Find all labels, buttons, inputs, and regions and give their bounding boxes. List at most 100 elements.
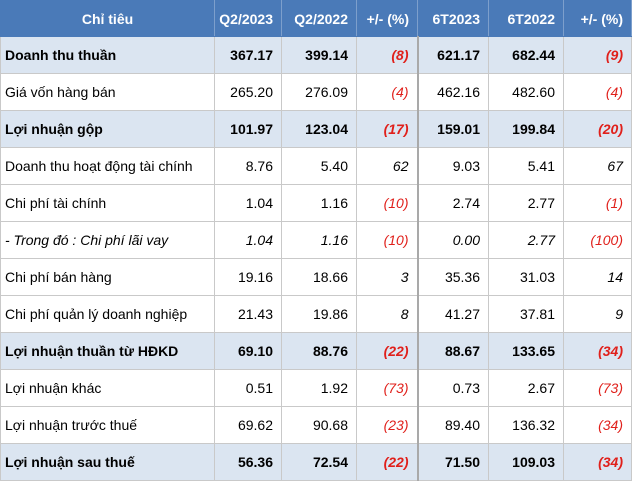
row-label: Lợi nhuận khác — [0, 369, 215, 407]
header-half-change: +/- (%) — [563, 0, 632, 37]
cell-half-change: (100) — [563, 221, 632, 259]
table-row: Doanh thu thuần 367.17 399.14 (8) 621.17… — [0, 36, 632, 74]
cell-quarter-change: 8 — [356, 295, 418, 333]
cell-6t2022: 31.03 — [488, 258, 564, 296]
cell-half-change: (34) — [563, 443, 632, 481]
table-row: Giá vốn hàng bán 265.20 276.09 (4) 462.1… — [0, 73, 632, 111]
header-6t2023: 6T2023 — [417, 0, 489, 37]
cell-6t2022: 109.03 — [488, 443, 564, 481]
header-q2-2022: Q2/2022 — [281, 0, 357, 37]
cell-6t2023: 71.50 — [416, 443, 489, 481]
cell-6t2022: 2.67 — [488, 369, 564, 407]
cell-q2-2023: 1.04 — [214, 221, 282, 259]
cell-6t2023: 89.40 — [416, 406, 489, 444]
table-row: Chi phí bán hàng 19.16 18.66 3 35.36 31.… — [0, 258, 632, 296]
cell-half-change: (9) — [563, 36, 632, 74]
row-label: Doanh thu thuần — [0, 36, 215, 74]
cell-q2-2023: 19.16 — [214, 258, 282, 296]
cell-half-change: (1) — [563, 184, 632, 222]
cell-6t2022: 2.77 — [488, 184, 564, 222]
cell-q2-2022: 1.92 — [281, 369, 357, 407]
row-label: Chi phí bán hàng — [0, 258, 215, 296]
cell-q2-2023: 0.51 — [214, 369, 282, 407]
table-row: Lợi nhuận gộp 101.97 123.04 (17) 159.01 … — [0, 110, 632, 148]
cell-q2-2023: 367.17 — [214, 36, 282, 74]
row-label: Chi phí quản lý doanh nghiệp — [0, 295, 215, 333]
cell-q2-2023: 69.10 — [214, 332, 282, 370]
table-row: Lợi nhuận thuần từ HĐKD 69.10 88.76 (22)… — [0, 332, 632, 370]
cell-half-change: (34) — [563, 332, 632, 370]
cell-6t2023: 462.16 — [416, 73, 489, 111]
row-label: Doanh thu hoạt động tài chính — [0, 147, 215, 185]
cell-6t2023: 88.67 — [416, 332, 489, 370]
cell-quarter-change: 62 — [356, 147, 418, 185]
cell-q2-2022: 123.04 — [281, 110, 357, 148]
table-row: Lợi nhuận trước thuế 69.62 90.68 (23) 89… — [0, 406, 632, 444]
cell-6t2023: 159.01 — [416, 110, 489, 148]
header-row: Chỉ tiêu Q2/2023 Q2/2022 +/- (%) 6T2023 … — [0, 0, 632, 37]
cell-half-change: 14 — [563, 258, 632, 296]
row-label: Lợi nhuận trước thuế — [0, 406, 215, 444]
header-q2-2023: Q2/2023 — [214, 0, 282, 37]
cell-6t2022: 37.81 — [488, 295, 564, 333]
cell-6t2022: 5.41 — [488, 147, 564, 185]
cell-q2-2022: 88.76 — [281, 332, 357, 370]
row-label: Lợi nhuận sau thuế — [0, 443, 215, 481]
cell-6t2022: 682.44 — [488, 36, 564, 74]
header-label: Chỉ tiêu — [0, 0, 215, 37]
table-row: Lợi nhuận sau thuế 56.36 72.54 (22) 71.5… — [0, 443, 632, 481]
cell-6t2023: 35.36 — [416, 258, 489, 296]
cell-quarter-change: (4) — [356, 73, 418, 111]
cell-6t2022: 199.84 — [488, 110, 564, 148]
table-row: Chi phí tài chính 1.04 1.16 (10) 2.74 2.… — [0, 184, 632, 222]
cell-6t2023: 9.03 — [416, 147, 489, 185]
row-label: - Trong đó : Chi phí lãi vay — [0, 221, 215, 259]
cell-half-change: 67 — [563, 147, 632, 185]
cell-half-change: (34) — [563, 406, 632, 444]
cell-6t2022: 482.60 — [488, 73, 564, 111]
table-row: Lợi nhuận khác 0.51 1.92 (73) 0.73 2.67 … — [0, 369, 632, 407]
cell-q2-2022: 90.68 — [281, 406, 357, 444]
cell-6t2022: 2.77 — [488, 221, 564, 259]
cell-q2-2022: 1.16 — [281, 184, 357, 222]
row-label: Chi phí tài chính — [0, 184, 215, 222]
cell-q2-2022: 1.16 — [281, 221, 357, 259]
cell-6t2023: 2.74 — [416, 184, 489, 222]
cell-quarter-change: 3 — [356, 258, 418, 296]
cell-q2-2023: 8.76 — [214, 147, 282, 185]
cell-quarter-change: (8) — [356, 36, 418, 74]
cell-half-change: 9 — [563, 295, 632, 333]
cell-q2-2023: 21.43 — [214, 295, 282, 333]
table-row: Doanh thu hoạt động tài chính 8.76 5.40 … — [0, 147, 632, 185]
row-label: Lợi nhuận thuần từ HĐKD — [0, 332, 215, 370]
cell-q2-2023: 56.36 — [214, 443, 282, 481]
row-label: Giá vốn hàng bán — [0, 73, 215, 111]
cell-quarter-change: (23) — [356, 406, 418, 444]
cell-q2-2023: 1.04 — [214, 184, 282, 222]
cell-quarter-change: (10) — [356, 221, 418, 259]
cell-half-change: (73) — [563, 369, 632, 407]
cell-q2-2022: 5.40 — [281, 147, 357, 185]
cell-quarter-change: (10) — [356, 184, 418, 222]
cell-6t2023: 621.17 — [416, 36, 489, 74]
cell-q2-2022: 72.54 — [281, 443, 357, 481]
cell-q2-2023: 265.20 — [214, 73, 282, 111]
cell-q2-2022: 19.86 — [281, 295, 357, 333]
cell-q2-2022: 276.09 — [281, 73, 357, 111]
cell-quarter-change: (22) — [356, 443, 418, 481]
cell-q2-2023: 69.62 — [214, 406, 282, 444]
cell-6t2022: 133.65 — [488, 332, 564, 370]
table-header: Chỉ tiêu Q2/2023 Q2/2022 +/- (%) 6T2023 … — [0, 0, 632, 37]
cell-q2-2022: 399.14 — [281, 36, 357, 74]
cell-quarter-change: (22) — [356, 332, 418, 370]
cell-half-change: (4) — [563, 73, 632, 111]
cell-q2-2022: 18.66 — [281, 258, 357, 296]
cell-6t2023: 0.73 — [416, 369, 489, 407]
cell-6t2023: 0.00 — [416, 221, 489, 259]
cell-q2-2023: 101.97 — [214, 110, 282, 148]
header-quarter-change: +/- (%) — [356, 0, 418, 37]
cell-6t2022: 136.32 — [488, 406, 564, 444]
cell-6t2023: 41.27 — [416, 295, 489, 333]
cell-quarter-change: (17) — [356, 110, 418, 148]
